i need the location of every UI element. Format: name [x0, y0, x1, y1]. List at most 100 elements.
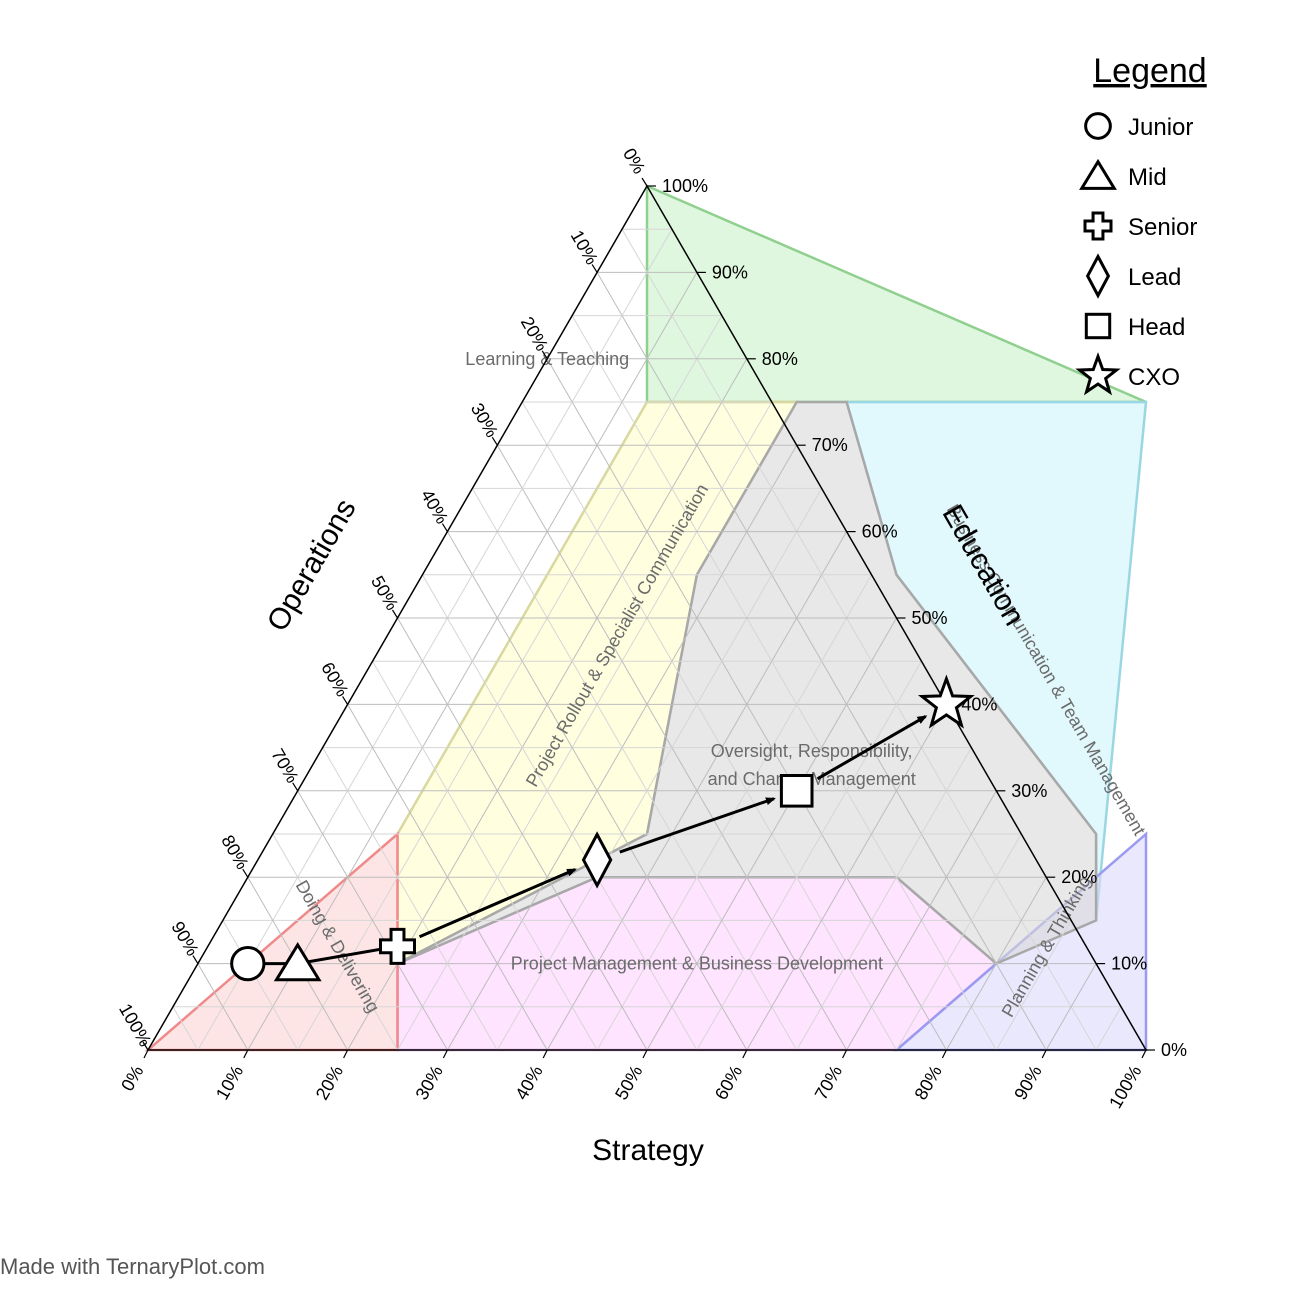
grid-line-operations [322, 747, 498, 1051]
grid-line-strategy [896, 833, 1022, 1051]
legend-marker-mid [1079, 158, 1117, 190]
tick-label-operations: 90% [167, 918, 202, 959]
tick-label-education: 40% [961, 694, 997, 714]
point-cxo [917, 674, 975, 729]
tick-operations [142, 1041, 149, 1051]
legend-label-junior: Junior [1128, 114, 1193, 141]
points-layer [230, 674, 975, 982]
legend-marker-head [1084, 312, 1112, 340]
tick-strategy [243, 1049, 249, 1059]
grid-line-operations [621, 228, 1097, 1051]
tick-label-operations: 30% [467, 400, 502, 441]
legend: Legend Junior Mid Senior Lead Head CXO [1075, 52, 1207, 396]
arrow-line [816, 715, 928, 781]
grid-line-strategy [297, 315, 723, 1051]
region-label-line: Oversight, Responsibility, [711, 741, 913, 761]
tick-label-education: 50% [912, 608, 948, 628]
footer-credit: Made with TernaryPlot.com [0, 1254, 265, 1279]
tick-strategy [642, 1049, 648, 1059]
grid-line-strategy [1045, 963, 1097, 1051]
grid-layer [172, 228, 1122, 1051]
tick-strategy [442, 1049, 448, 1059]
arrow-line [418, 868, 577, 939]
legend-marker-lead [1085, 253, 1111, 299]
tick-label-education: 10% [1111, 954, 1147, 974]
tick-label-strategy: 0% [117, 1062, 147, 1095]
tick-label-education: 30% [1011, 781, 1047, 801]
tick-strategy [1041, 1049, 1047, 1059]
tick-operations [242, 868, 249, 878]
grid-line-strategy [496, 488, 823, 1051]
grid-line-strategy [945, 876, 1047, 1051]
tick-label-operations: 70% [267, 745, 302, 786]
tick-operations [641, 177, 648, 187]
bottom-axis-title: Strategy [592, 1134, 704, 1167]
grid-line-strategy [846, 790, 997, 1051]
region-label-pm: Project Management & Business Developmen… [511, 954, 883, 974]
grid-line-operations [471, 488, 798, 1051]
tick-label-operations: 100% [115, 1000, 155, 1050]
regions-layer [144, 184, 1148, 1052]
legend-marker-senior [1083, 211, 1113, 241]
grid-line-operations [571, 315, 997, 1051]
tick-label-operations: 80% [217, 832, 252, 873]
tick-operations [391, 609, 399, 619]
grid-line-strategy [646, 617, 897, 1051]
legend-label-senior: Senior [1128, 214, 1197, 241]
grid-line-operations [222, 920, 299, 1051]
legend-title: Legend [1093, 52, 1206, 90]
grid-line-operations [197, 963, 249, 1051]
tick-label-strategy: 100% [1105, 1062, 1145, 1112]
point-head [779, 774, 814, 808]
left-axis-title: Operations [261, 493, 363, 637]
grid-line-strategy [397, 401, 773, 1051]
tick-label-education: 100% [662, 176, 708, 196]
tick-label-operations: 60% [317, 659, 352, 700]
tick-label-strategy: 50% [611, 1062, 646, 1103]
tick-label-operations: 40% [417, 486, 452, 527]
tick-strategy [842, 1049, 848, 1059]
grid-line-operations [422, 574, 698, 1051]
point-junior [230, 945, 266, 982]
grid-line-strategy [746, 704, 947, 1051]
grid-line-operations [172, 1006, 199, 1051]
grid-line-operations [521, 401, 897, 1051]
point-lead [581, 831, 613, 889]
tick-strategy [742, 1049, 748, 1059]
tick-strategy [343, 1049, 349, 1059]
tick-label-education: 20% [1061, 867, 1097, 887]
legend-label-lead: Lead [1128, 264, 1181, 291]
legend-label-head: Head [1128, 314, 1185, 341]
region-learning [645, 184, 1147, 404]
tick-strategy [941, 1049, 947, 1059]
grid-line-strategy [696, 660, 922, 1051]
tick-label-strategy: 90% [1010, 1062, 1045, 1103]
tick-operations [292, 782, 299, 792]
tick-strategy [542, 1049, 548, 1059]
legend-label-mid: Mid [1128, 164, 1167, 191]
tick-label-strategy: 80% [911, 1062, 946, 1103]
legend-marker-cxo [1075, 352, 1121, 396]
grid-line-strategy [197, 228, 673, 1051]
tick-operations [441, 523, 448, 532]
tick-label-strategy: 10% [212, 1062, 247, 1103]
tick-operations [491, 436, 498, 446]
tick-label-education: 70% [812, 435, 848, 455]
tick-strategy [1141, 1049, 1147, 1059]
tick-label-strategy: 70% [811, 1062, 846, 1103]
tick-label-operations: 10% [567, 227, 602, 268]
tick-label-operations: 50% [367, 572, 402, 613]
tick-strategy [143, 1049, 149, 1059]
grid-line-operations [297, 790, 448, 1051]
grid-line-operations [372, 660, 598, 1051]
legend-marker-junior [1084, 112, 1112, 140]
tick-label-strategy: 40% [511, 1062, 546, 1103]
tick-label-strategy: 30% [412, 1062, 447, 1103]
grid-line-operations [272, 833, 398, 1051]
grid-line-strategy [796, 747, 972, 1051]
region-label-line: Project Management & Business Developmen… [511, 954, 883, 974]
arrow-line [619, 797, 776, 854]
tick-label-education: 60% [862, 522, 898, 542]
grid-line-strategy [995, 920, 1072, 1051]
